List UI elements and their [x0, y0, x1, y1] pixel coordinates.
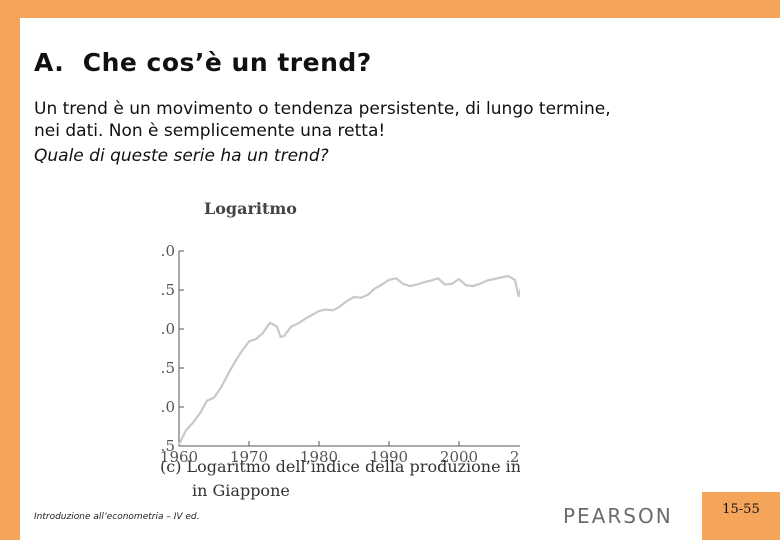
chart-axes: 2.5 3.0 3.5 4.0 4.5 5.0 1960 1970 1980 1990 2000 20… [160, 242, 520, 466]
publisher-logo: PEARSON [563, 504, 673, 528]
page-number-box: 15-55 [702, 492, 780, 540]
x-tick-label: 2010 [510, 448, 520, 466]
slide: A. Che cos’è un trend? Un trend è un mov… [20, 18, 780, 540]
x-tick-label: 1980 [300, 448, 338, 466]
y-tick-label: 3.5 [160, 359, 175, 377]
y-tick-label: 3.0 [160, 398, 175, 416]
paragraph-line-1: Un trend è un movimento o tendenza persi… [34, 99, 611, 119]
slide-title: A. Che cos’è un trend? [34, 48, 372, 77]
y-tick-label: 2.5 [160, 437, 175, 455]
x-tick-label: 1990 [370, 448, 408, 466]
y-tick-label: 4.0 [160, 320, 175, 338]
x-tick-label: 1960 [160, 448, 198, 466]
chart-title: Logaritmo [204, 199, 297, 218]
trend-chart: Logaritmo 2.5 3.0 3.5 4.0 4.5 5.0 1960 1970 1980… [160, 199, 520, 500]
chart-caption-line-2: in Giappone [192, 481, 290, 500]
x-tick-label: 1970 [230, 448, 268, 466]
paragraph-line-2: nei dati. Non è semplicemente una retta! [34, 121, 386, 141]
y-tick-label: 4.5 [160, 281, 175, 299]
footer-text: Introduzione all’econometria – IV ed. [34, 512, 200, 522]
page-number: 15-55 [722, 502, 760, 517]
slide-body: Un trend è un movimento o tendenza persi… [34, 98, 754, 167]
chart-caption-line-1: (c) Logaritmo dell’indice della produzio… [160, 457, 520, 476]
series-line [178, 274, 520, 445]
y-tick-label: 5.0 [160, 242, 175, 260]
x-tick-label: 2000 [440, 448, 478, 466]
question-text: Quale di queste serie ha un trend? [34, 146, 329, 166]
